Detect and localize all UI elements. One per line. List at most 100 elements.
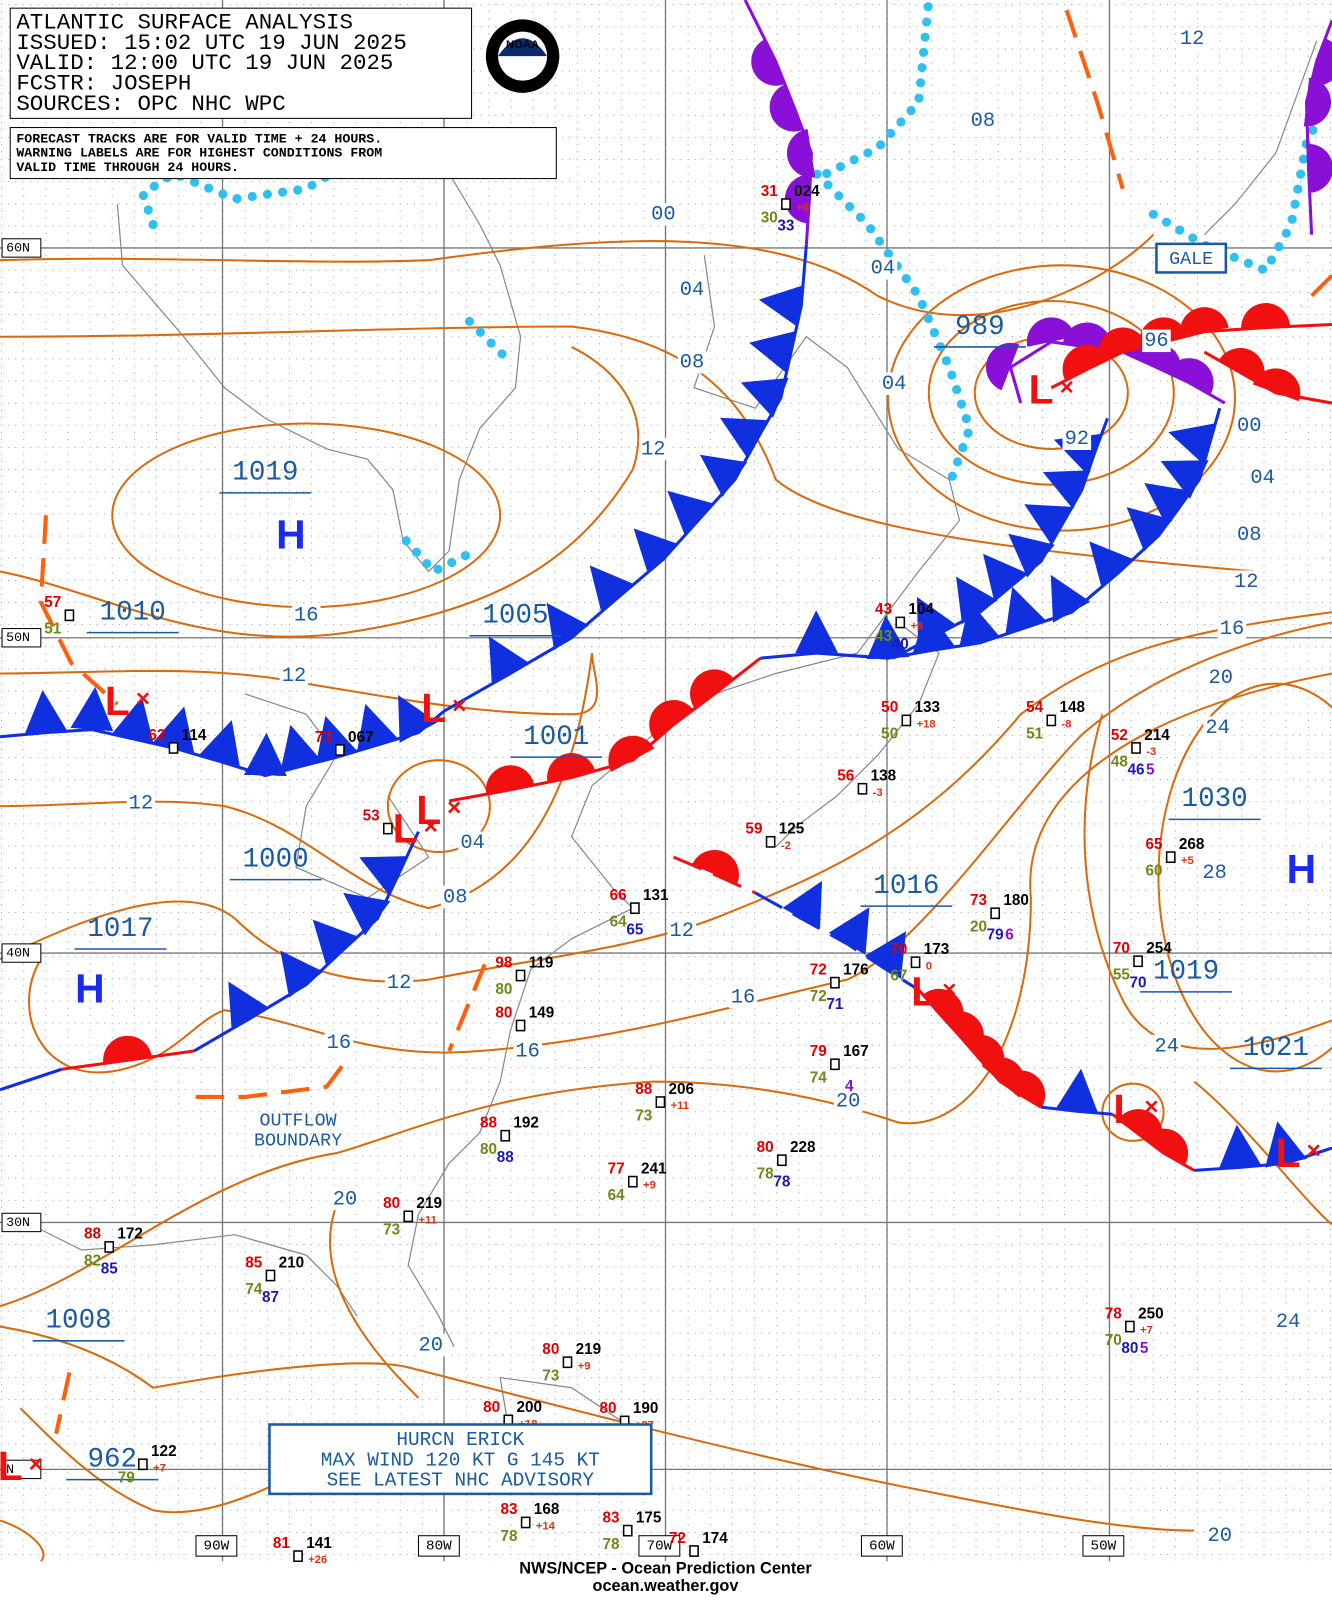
header-line: ATLANTIC SURFACE ANALYSIS [16, 9, 353, 35]
station-c: -2 [781, 840, 791, 852]
isobar-label-bg [416, 1333, 446, 1357]
station-p: 192 [513, 1115, 539, 1132]
isobar-label: 08 [971, 110, 996, 133]
station-t: 80 [483, 1399, 500, 1416]
lon-box [638, 1535, 681, 1557]
low-x: × [942, 976, 956, 1003]
lon-box [1082, 1535, 1125, 1557]
isobar-label: 20 [1207, 1525, 1232, 1548]
isobar-label-bg [291, 604, 321, 627]
station-p: 167 [843, 1043, 869, 1060]
header-line: ISSUED: 15:02 UTC 19 JUN 2025 [16, 30, 407, 56]
lat-box [1, 1459, 42, 1480]
isobar-label-bg [1235, 523, 1264, 546]
isobar-label: 12 [282, 665, 307, 688]
pressure-label: 1000 [243, 844, 309, 875]
isobar-label-bg [1206, 666, 1236, 689]
station-p: 119 [529, 954, 554, 971]
station-marker [830, 976, 840, 989]
low-center: L [1029, 367, 1054, 413]
station-t: 62 [148, 727, 165, 744]
station-t: 79 [810, 1043, 827, 1060]
isobar-label: 04 [680, 279, 705, 302]
low-center: L [1276, 1130, 1301, 1176]
station-c: -8 [1062, 718, 1072, 730]
station-t: 80 [495, 1004, 512, 1021]
station-s: 85 [101, 1260, 119, 1277]
station-c: +8 [910, 621, 923, 633]
station-t: 59 [745, 821, 762, 838]
station-p: 228 [790, 1139, 816, 1156]
isobar-label-bg [1152, 1034, 1181, 1058]
station-p: 173 [924, 941, 950, 958]
isobar-label-bg [1248, 466, 1277, 489]
station-t: 72 [669, 1530, 686, 1547]
station-marker [335, 744, 345, 756]
station-t: 78 [1105, 1305, 1123, 1322]
station-marker [500, 1129, 511, 1142]
isobar-label-bg [1273, 1310, 1303, 1333]
station-marker [520, 1516, 531, 1529]
station-marker [104, 1241, 115, 1253]
isobar-label-bg [279, 664, 309, 687]
station-marker [781, 198, 791, 210]
isobar-label-bg [440, 885, 470, 909]
low-x: × [424, 813, 438, 840]
station-p: 241 [641, 1160, 667, 1177]
high-center: H [75, 966, 104, 1012]
pressure-label: 1019 [232, 458, 298, 489]
station-p: 174 [702, 1530, 728, 1547]
station-c: +7 [153, 1462, 166, 1474]
lat-box [1, 628, 42, 648]
station-marker [265, 1269, 276, 1282]
pressure-label: 962 [87, 1444, 137, 1475]
station-p: 148 [1059, 699, 1085, 716]
station-d: 60 [1146, 862, 1163, 879]
isobar-label: 12 [129, 792, 154, 815]
station-p: 141 [306, 1535, 332, 1552]
isobar-label: 16 [731, 986, 756, 1009]
station-p: 268 [1179, 836, 1205, 853]
station-marker [895, 616, 906, 629]
station-t: 80 [383, 1195, 400, 1212]
station-d: 74 [810, 1070, 828, 1087]
station-marker [990, 907, 1001, 920]
station-t: 65 [1146, 836, 1164, 853]
isobar-label: 08 [1237, 524, 1262, 547]
station-marker [857, 782, 868, 795]
isobar-label-bg [638, 437, 668, 461]
station-c: -3 [1146, 746, 1156, 758]
station-t: 98 [495, 954, 513, 971]
lat-label: N [6, 1462, 14, 1477]
station-t: 50 [881, 699, 898, 716]
note-line: FORECAST TRACKS ARE FOR VALID TIME + 24 … [16, 131, 382, 146]
footer-line: ocean.weather.gov [592, 1577, 738, 1595]
isobar-label-bg [1200, 861, 1229, 884]
station-t: 88 [480, 1115, 498, 1132]
station-c: 0 [926, 960, 932, 972]
station-s: 80 [1121, 1340, 1138, 1357]
station-s: 65 [626, 922, 644, 939]
isobar-label-bg [324, 1031, 354, 1055]
station-d: 48 [1111, 753, 1129, 770]
station-d: 72 [810, 988, 827, 1005]
station-t: 72 [810, 961, 827, 978]
station-x: 6 [1005, 927, 1014, 944]
station-marker [562, 1356, 573, 1369]
station-t: 53 [363, 807, 380, 824]
pressure-label: 1017 [87, 914, 153, 945]
header-line: FCSTR: JOSEPH [16, 71, 191, 97]
station-p: 214 [1144, 727, 1170, 744]
station-d: 64 [608, 1187, 626, 1204]
station-d: 43 [875, 628, 892, 645]
station-marker [777, 1154, 787, 1167]
station-d: 55 [1113, 967, 1131, 984]
station-marker [765, 835, 776, 848]
isobar-label-bg [1062, 427, 1092, 450]
isobar-label-bg [1177, 27, 1207, 50]
station-marker [655, 1096, 666, 1108]
lon-label: 70W [647, 1539, 673, 1555]
station-t: 54 [1026, 699, 1044, 716]
station-s: 40 [892, 636, 909, 653]
outflow-label: OUTFLOW [259, 1110, 337, 1131]
